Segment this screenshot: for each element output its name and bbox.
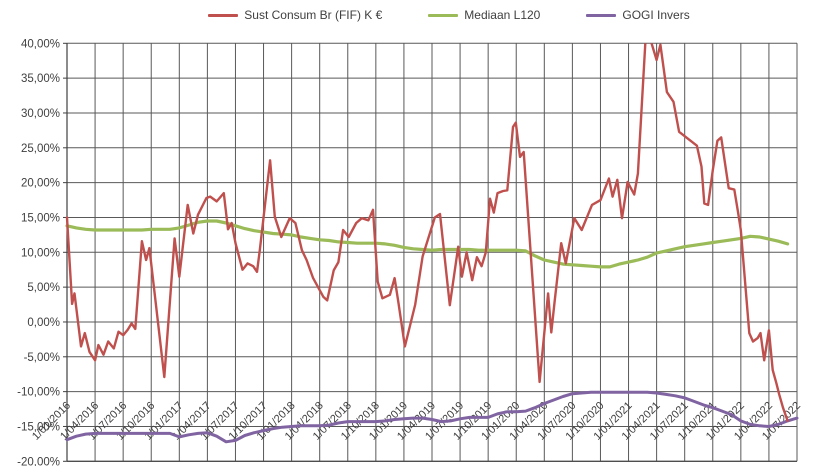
legend-line-swatch xyxy=(428,13,459,17)
y-axis-label: -20,00% xyxy=(17,456,60,466)
legend-item-0: Sust Consum Br (FIF) K € xyxy=(208,8,382,22)
y-axis-label: 25,00% xyxy=(21,143,60,155)
series-line-mediaan-l120 xyxy=(65,219,790,269)
y-axis-label: 15,00% xyxy=(21,212,60,224)
legend-line-swatch xyxy=(586,13,617,17)
legend: Sust Consum Br (FIF) K € Mediaan L120 GOGI… xyxy=(0,8,820,22)
y-axis-label: 30,00% xyxy=(21,108,60,120)
y-axis-label: -10,00% xyxy=(17,387,60,399)
series-line-gogi-invers xyxy=(65,390,799,444)
y-axis-label: 10,00% xyxy=(21,247,60,259)
y-axis-label: 40,00% xyxy=(21,38,60,50)
legend-label: GOGI Invers xyxy=(622,8,690,22)
series-line-sust-consum-br xyxy=(65,43,789,423)
legend-item-2: GOGI Invers xyxy=(586,8,690,22)
legend-line-swatch xyxy=(208,13,239,17)
legend-label: Mediaan L120 xyxy=(464,8,541,22)
legend-label: Sust Consum Br (FIF) K € xyxy=(244,8,383,22)
y-axis-label: 20,00% xyxy=(21,178,60,190)
y-axis-label: 35,00% xyxy=(21,73,60,85)
y-axis-label: -5,00% xyxy=(24,352,60,364)
y-axis-label: -15,00% xyxy=(17,421,60,433)
y-axis-label: 5,00% xyxy=(27,282,60,294)
legend-item-1: Mediaan L120 xyxy=(428,8,540,22)
y-axis-label: 0,00% xyxy=(27,317,60,329)
